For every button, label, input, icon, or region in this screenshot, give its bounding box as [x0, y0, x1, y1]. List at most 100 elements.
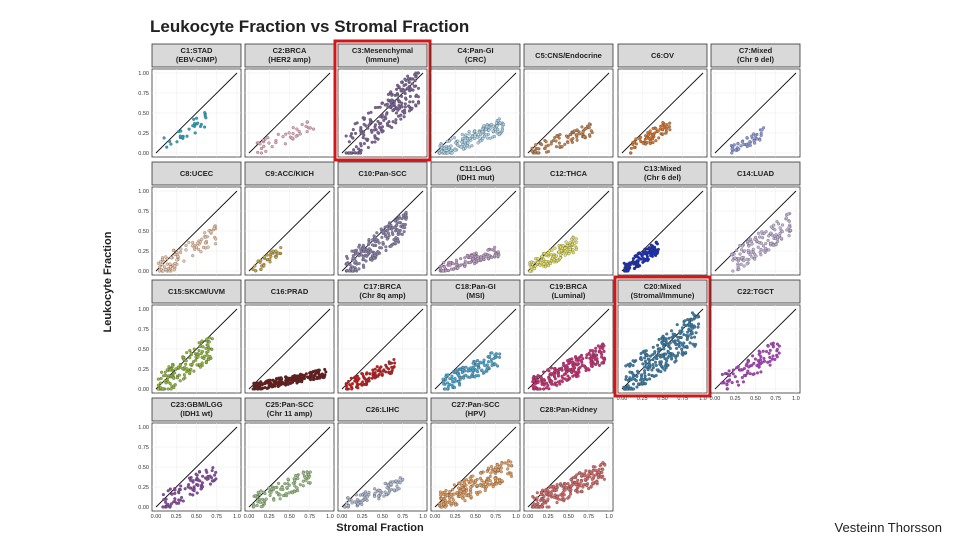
data-point: [628, 370, 632, 374]
data-point: [345, 262, 349, 266]
data-point: [784, 216, 788, 220]
data-point: [369, 110, 373, 114]
x-tick-label: 1.0: [699, 396, 707, 402]
data-point: [379, 227, 383, 231]
identity-line: [248, 426, 331, 508]
data-point: [641, 260, 645, 264]
data-point: [212, 226, 216, 230]
data-point: [760, 230, 764, 234]
data-point: [439, 497, 443, 501]
data-point: [574, 355, 578, 359]
panel-header: [430, 279, 521, 304]
data-point: [532, 502, 536, 506]
panel-title: C6:OV: [651, 51, 674, 60]
data-point: [366, 145, 370, 150]
data-point: [251, 387, 255, 391]
data-point: [542, 494, 546, 498]
data-point: [546, 263, 550, 268]
data-point: [266, 136, 270, 140]
data-point: [306, 481, 310, 485]
y-tick-label: 1.00: [138, 71, 149, 77]
data-point: [259, 267, 263, 271]
data-point: [485, 125, 489, 129]
data-point: [362, 248, 366, 252]
data-point: [635, 385, 639, 389]
data-point: [665, 343, 669, 347]
data-point: [648, 129, 652, 133]
data-point: [584, 469, 588, 473]
data-point: [580, 479, 584, 483]
data-point: [752, 361, 756, 365]
data-point: [661, 132, 665, 136]
data-point: [205, 477, 209, 481]
panel-title: C8:UCEC: [180, 169, 214, 178]
data-point: [661, 121, 665, 125]
data-point: [267, 384, 271, 388]
data-point: [548, 261, 552, 266]
data-point: [254, 269, 258, 273]
data-point: [639, 252, 643, 256]
data-point: [357, 147, 361, 151]
data-point: [535, 378, 539, 382]
data-point: [558, 245, 562, 249]
data-point: [195, 363, 199, 367]
data-point: [587, 487, 591, 491]
data-point: [178, 250, 182, 254]
data-point: [648, 377, 652, 381]
data-point: [401, 109, 405, 113]
data-point: [695, 315, 699, 319]
data-point: [276, 251, 280, 255]
data-point: [454, 379, 458, 383]
data-point: [559, 249, 563, 253]
data-point: [761, 236, 765, 240]
data-point: [540, 143, 544, 147]
x-tick-label: 0.75: [397, 514, 408, 520]
data-point: [560, 494, 564, 498]
data-point: [529, 260, 534, 264]
data-point: [497, 133, 501, 137]
x-tick-label: 0.25: [171, 514, 182, 520]
data-point: [644, 142, 648, 146]
data-point: [170, 492, 174, 496]
data-point: [398, 481, 402, 485]
data-point: [404, 217, 408, 221]
data-point: [489, 122, 493, 126]
data-point: [194, 472, 198, 476]
x-tick-label: 0.25: [543, 514, 554, 520]
data-point: [484, 255, 488, 259]
data-point: [566, 487, 570, 491]
data-point: [385, 112, 389, 116]
data-point: [767, 234, 771, 238]
data-point: [162, 505, 166, 509]
data-point: [394, 121, 398, 125]
data-point: [184, 243, 188, 247]
data-point: [259, 505, 263, 509]
data-point: [479, 255, 483, 259]
data-point: [417, 101, 421, 105]
data-point: [208, 354, 212, 358]
data-point: [402, 115, 406, 119]
data-point: [750, 363, 754, 367]
data-point: [197, 341, 201, 345]
data-point: [352, 148, 356, 152]
data-point: [185, 351, 189, 355]
panel-header: [151, 161, 242, 186]
data-point: [164, 381, 168, 385]
data-point: [410, 77, 414, 81]
identity-line: [714, 72, 797, 154]
data-point: [407, 80, 411, 84]
data-point: [554, 145, 558, 149]
data-point: [166, 502, 170, 506]
data-point: [562, 484, 566, 488]
data-point: [203, 241, 207, 245]
panel-title: (EBV-CIMP): [176, 55, 218, 64]
x-tick-label: 0.00: [617, 396, 628, 402]
data-point: [643, 351, 647, 355]
data-point: [294, 474, 298, 478]
data-point: [162, 265, 166, 269]
data-point: [750, 134, 754, 138]
data-point: [787, 234, 791, 238]
data-point: [346, 504, 350, 508]
data-point: [457, 486, 461, 490]
data-point: [758, 235, 762, 239]
